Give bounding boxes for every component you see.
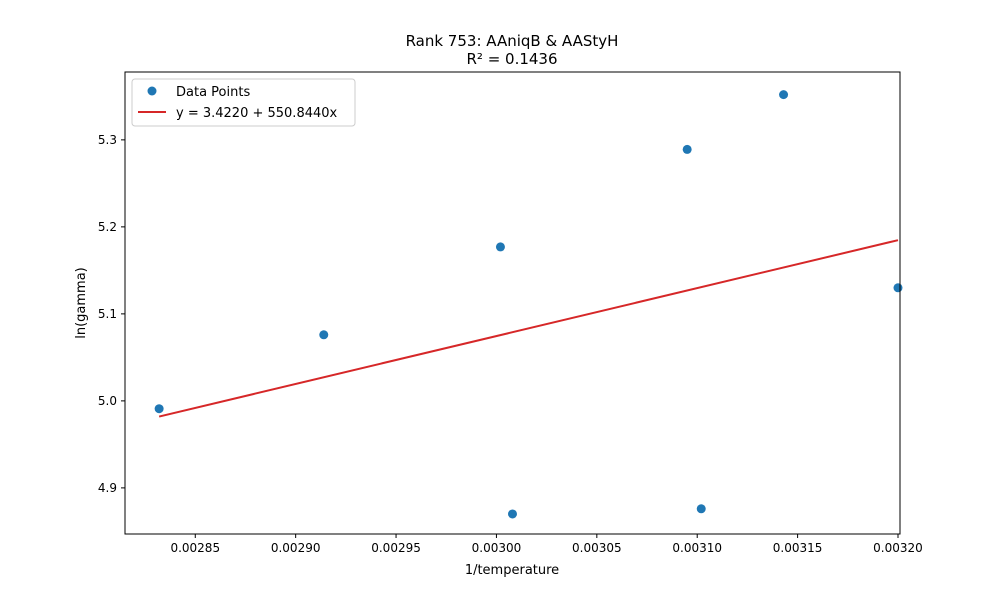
axes-frame xyxy=(124,71,901,535)
legend-label-data-points: Data Points xyxy=(176,85,250,100)
chart-title: Rank 753: AAniqB & AAStyH xyxy=(406,32,619,50)
legend-marker-data-points xyxy=(147,86,157,96)
data-point xyxy=(154,404,164,414)
data-point xyxy=(696,504,706,514)
y-tick-label: 5.2 xyxy=(98,220,117,234)
x-tick-label: 0.00320 xyxy=(873,541,923,555)
legend-box xyxy=(131,78,356,127)
y-tick-label: 4.9 xyxy=(98,481,117,495)
y-axis: 4.9 5.0 5.1 5.2 5.3 xyxy=(98,133,125,495)
y-tick-label: 5.3 xyxy=(98,133,117,147)
x-tick-label: 0.00305 xyxy=(572,541,622,555)
data-point xyxy=(508,509,517,519)
x-axis-label: 1/temperature xyxy=(465,563,559,578)
y-axis-label: ln(gamma) xyxy=(74,267,89,339)
chart-subtitle: R² = 0.1436 xyxy=(466,50,557,68)
y-tick-label: 5.0 xyxy=(98,394,117,408)
y-tick-label: 5.1 xyxy=(98,307,117,321)
x-tick-label: 0.00300 xyxy=(472,541,522,555)
data-point xyxy=(319,330,329,340)
x-tick-label: 0.00290 xyxy=(271,541,321,555)
x-tick-label: 0.00295 xyxy=(371,541,421,555)
data-point xyxy=(893,283,903,293)
data-point xyxy=(779,90,789,100)
legend-label-fit: y = 3.4220 + 550.8440x xyxy=(176,106,338,121)
x-axis: 0.00285 0.00290 0.00295 0.00300 0.00305 0.003… xyxy=(170,534,923,555)
x-tick-label: 0.00310 xyxy=(672,541,722,555)
data-point xyxy=(682,144,692,154)
legend: Data Points y = 3.4220 + 550.8440x xyxy=(131,78,356,127)
plot-area xyxy=(154,90,903,519)
data-point xyxy=(495,242,505,252)
regression-line xyxy=(158,239,899,418)
x-tick-label: 0.00315 xyxy=(773,541,823,555)
x-tick-label: 0.00285 xyxy=(170,541,220,555)
